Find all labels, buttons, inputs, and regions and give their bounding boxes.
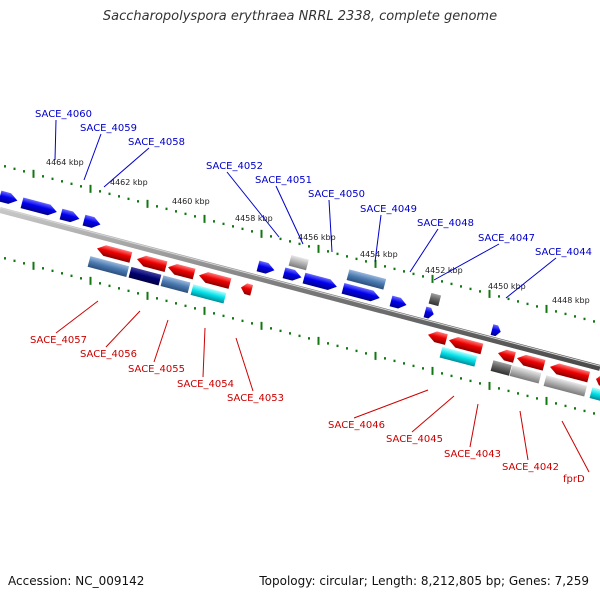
genome-backbone [0, 207, 600, 371]
gene-feature [302, 272, 337, 290]
gene-label: SACE_4053 [227, 393, 284, 404]
gene-feature [589, 387, 600, 402]
label-leader-line [328, 199, 333, 253]
kbp-label: 4460 kbp [172, 197, 210, 206]
gene-feature [449, 336, 484, 355]
gene-label: SACE_4043 [444, 449, 501, 460]
forward-scale-ticks [4, 165, 595, 323]
gene-feature [160, 275, 191, 294]
gene-feature [82, 214, 101, 228]
gene-feature [439, 346, 478, 367]
gene-label: SACE_4051 [255, 175, 312, 186]
gene-feature [346, 269, 387, 290]
label-leader-line [226, 171, 280, 238]
gene-feature [517, 354, 546, 371]
gene-feature [20, 197, 57, 216]
gene-feature [137, 255, 168, 273]
gene-label: SACE_4046 [328, 420, 385, 431]
gene-label: SACE_4056 [80, 349, 137, 360]
gene-feature [288, 255, 309, 271]
gene-feature [341, 283, 380, 302]
gene-feature [190, 284, 227, 304]
kbp-label: 4456 kbp [298, 233, 336, 242]
gene-feature [490, 324, 501, 337]
kbp-label: 4458 kbp [235, 214, 273, 223]
reverse-scale-ticks [4, 257, 595, 415]
kbp-label: 4462 kbp [110, 178, 148, 187]
gene-label: SACE_4050 [308, 189, 365, 200]
gene-feature [59, 208, 80, 223]
gene-label: SACE_4059 [80, 123, 137, 134]
gene-feature [490, 360, 512, 376]
gene-labels: SACE_4060 SACE_4059 SACE_4058 SACE_4052 SACE… [30, 109, 592, 485]
kbp-scale-labels: 4464 kbp 4462 kbp 4460 kbp 4458 kbp 4456 kbp… [46, 158, 590, 305]
gene-feature [423, 306, 434, 319]
kbp-label: 4450 kbp [488, 282, 526, 291]
gene-feature [428, 331, 448, 345]
gene-feature [498, 349, 516, 363]
gene-label: SACE_4057 [30, 335, 87, 346]
accession-text: Accession: NC_009142 [8, 574, 145, 588]
kbp-label: 4448 kbp [552, 296, 590, 305]
gene-label: SACE_4045 [386, 434, 443, 445]
gene-label: SACE_4048 [417, 218, 474, 229]
label-leader-line [411, 395, 455, 433]
gene-label: SACE_4052 [206, 161, 263, 172]
gene-label: SACE_4054 [177, 379, 234, 390]
label-leader-line [54, 119, 57, 161]
label-leader-line [55, 300, 99, 334]
gene-feature [543, 375, 588, 397]
gene-label: SACE_4047 [478, 233, 535, 244]
gene-feature [128, 266, 162, 286]
map-title: Saccharopolyspora erythraea NRRL 2338, c… [102, 9, 498, 24]
gene-feature [168, 263, 196, 280]
gene-feature [87, 256, 130, 277]
gene-feature [256, 260, 275, 274]
gene-label: SACE_4060 [35, 109, 92, 120]
gene-label: SACE_4042 [502, 462, 559, 473]
gene-feature [596, 374, 600, 387]
label-leader-line [561, 420, 590, 473]
gene-feature [389, 295, 407, 309]
gene-label: fprD [563, 474, 585, 485]
label-leader-line [235, 337, 254, 392]
label-leader-line [202, 327, 206, 378]
genome-stats-text: Topology: circular; Length: 8,212,805 bp… [259, 574, 589, 588]
kbp-label: 4454 kbp [360, 250, 398, 259]
label-leader-line [105, 310, 141, 348]
gene-feature [428, 292, 442, 307]
gene-feature [550, 363, 591, 383]
gene-feature [241, 283, 254, 296]
kbp-label: 4464 kbp [46, 158, 84, 167]
gene-features [0, 190, 600, 402]
gene-feature [97, 245, 133, 263]
gene-label: SACE_4049 [360, 204, 417, 215]
label-leader-line [519, 410, 529, 461]
label-leader-line [153, 319, 169, 363]
gene-label: SACE_4055 [128, 364, 185, 375]
gene-label: SACE_4058 [128, 137, 185, 148]
kbp-label: 4452 kbp [425, 266, 463, 275]
label-leader-line [409, 228, 439, 273]
gene-feature [282, 267, 302, 281]
label-leader-line [433, 243, 500, 281]
gene-label: SACE_4044 [535, 247, 592, 258]
label-leader-line [353, 389, 429, 419]
label-leader-line [374, 214, 382, 263]
label-leader-line [469, 403, 479, 448]
label-leader-line [505, 257, 557, 299]
gene-feature [509, 365, 542, 384]
gene-feature [199, 272, 232, 289]
gene-feature [0, 190, 18, 204]
label-leader-line [103, 147, 150, 188]
label-leader-line [275, 185, 304, 245]
label-leader-line [83, 133, 102, 181]
